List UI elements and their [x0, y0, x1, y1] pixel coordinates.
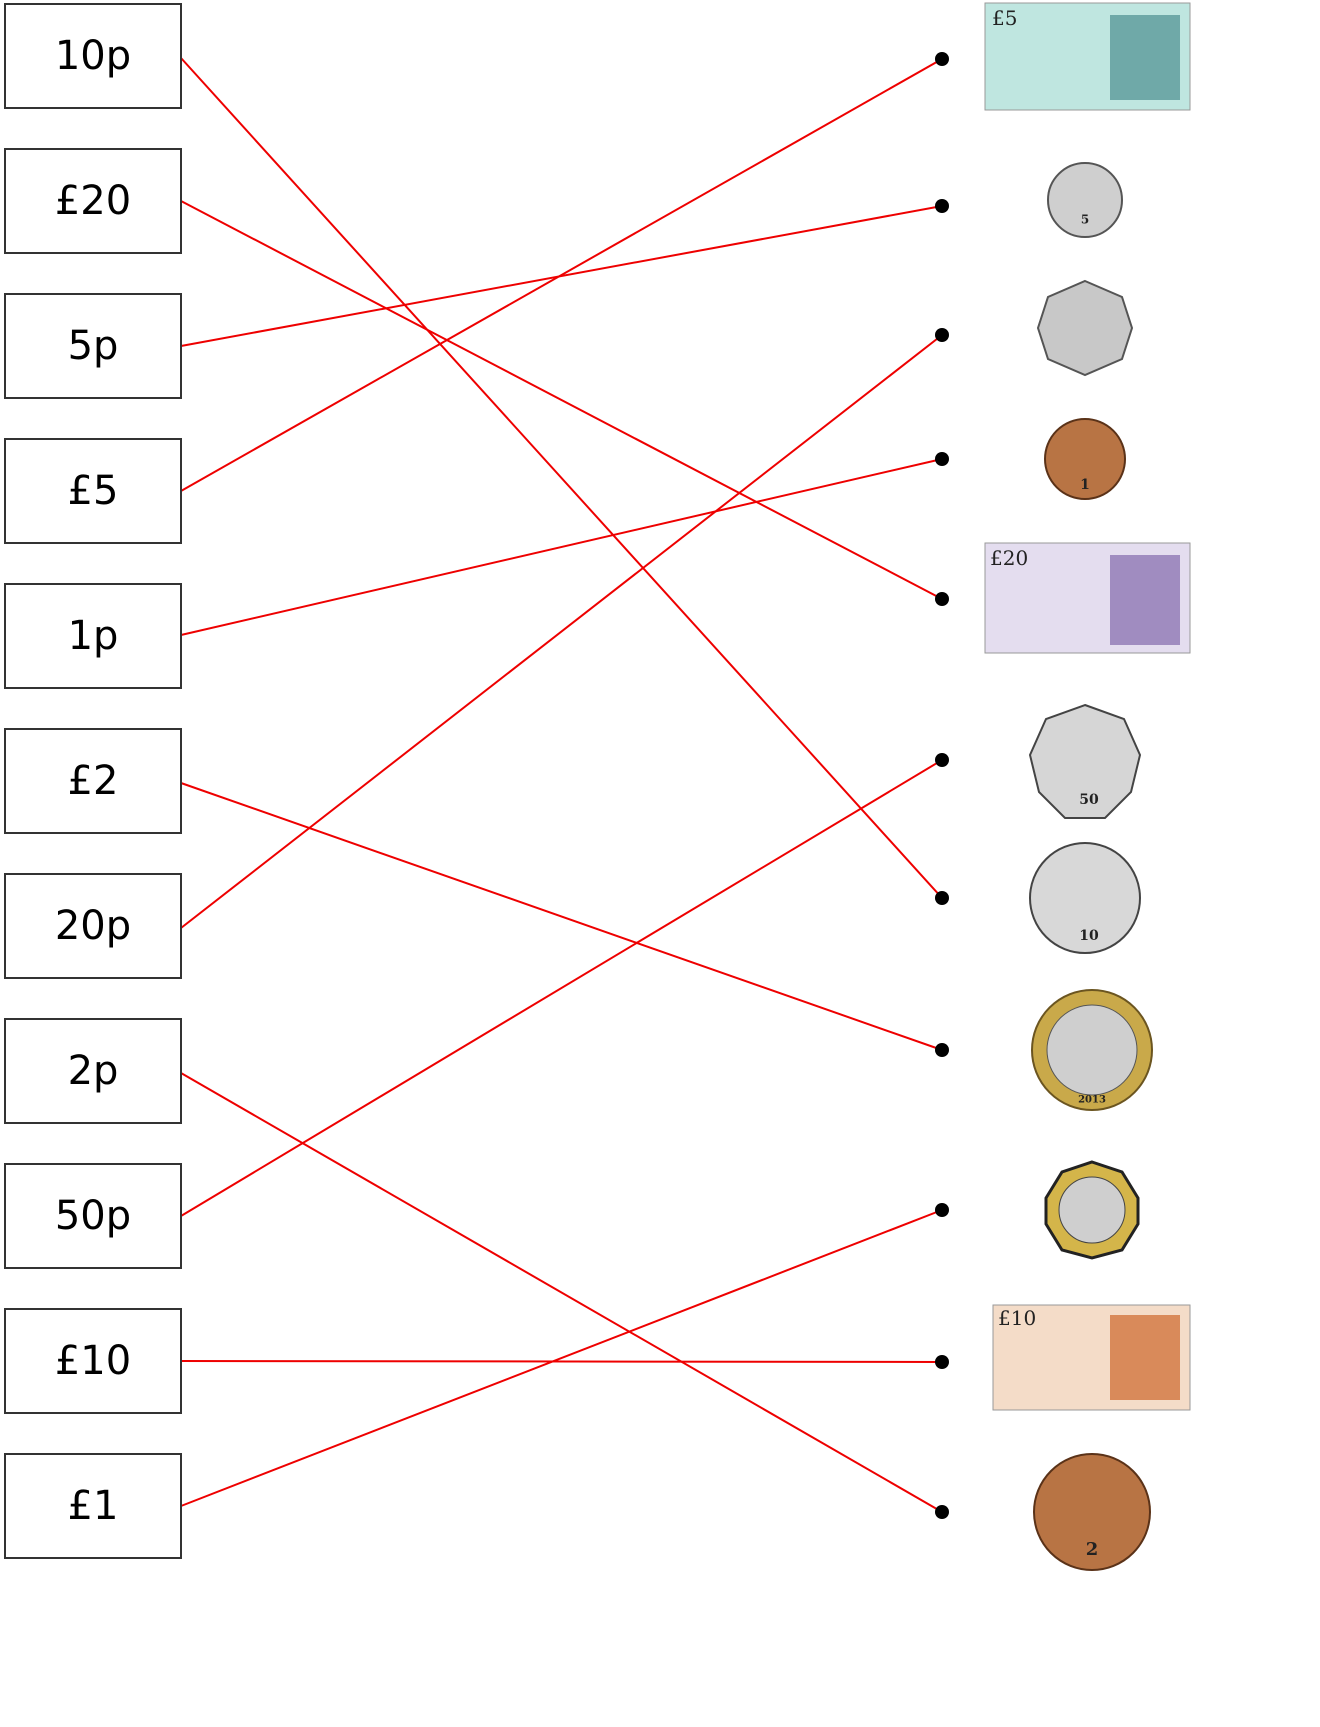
note-value: £10	[998, 1306, 1036, 1330]
match-line	[181, 1073, 942, 1512]
money-label: 2p	[68, 1048, 119, 1094]
dot	[935, 592, 949, 606]
match-line	[181, 58, 942, 898]
note-portrait	[1110, 555, 1180, 645]
money-label: 10p	[55, 33, 131, 79]
coin-year: 2013	[1078, 1095, 1106, 1106]
money-label: 50p	[55, 1193, 131, 1239]
note-value: £5	[992, 6, 1017, 30]
dot	[935, 1505, 949, 1519]
note-portrait	[1110, 15, 1180, 100]
note-portrait	[1110, 1315, 1180, 1400]
label-boxes: 10p £20 5p £5 1p £2 20p 2p 50p £10 £1	[5, 4, 181, 1558]
money-label: £5	[68, 468, 119, 514]
coin-value: 5	[1081, 213, 1089, 227]
match-line	[181, 335, 942, 928]
dot	[935, 891, 949, 905]
money-images: £5 5 1 £20 50 10 2013 £10 2	[985, 3, 1190, 1570]
match-line	[181, 1210, 942, 1506]
money-label: £1	[68, 1483, 119, 1529]
match-lines	[181, 58, 942, 1512]
dot	[935, 753, 949, 767]
coin-centre	[1047, 1005, 1137, 1095]
money-label: £2	[68, 758, 119, 804]
money-label: £20	[55, 178, 131, 224]
match-line	[181, 783, 942, 1050]
coin-value: 10	[1079, 928, 1099, 944]
match-line	[181, 760, 942, 1216]
dot	[935, 452, 949, 466]
match-line	[181, 201, 942, 599]
money-label: 5p	[68, 323, 119, 369]
dot	[935, 1043, 949, 1057]
worksheet: £5 5 1 £20 50 10 2013 £10 2 10p £20 5p £5 1p…	[0, 0, 1320, 1727]
coin-centre	[1059, 1177, 1125, 1243]
coin-20p	[1038, 281, 1132, 375]
dot	[935, 199, 949, 213]
coin-value: 50	[1079, 792, 1099, 808]
coin-value: 1	[1080, 477, 1090, 493]
money-label: 1p	[68, 613, 119, 659]
money-label: £10	[55, 1338, 131, 1384]
coin-value: 2	[1086, 1539, 1099, 1560]
match-line	[181, 59, 942, 491]
dot	[935, 52, 949, 66]
dot	[935, 328, 949, 342]
note-value: £20	[990, 546, 1028, 570]
dot	[935, 1203, 949, 1217]
match-line	[181, 459, 942, 635]
dots	[935, 52, 949, 1519]
money-label: 20p	[55, 903, 131, 949]
match-line	[181, 1361, 942, 1362]
dot	[935, 1355, 949, 1369]
